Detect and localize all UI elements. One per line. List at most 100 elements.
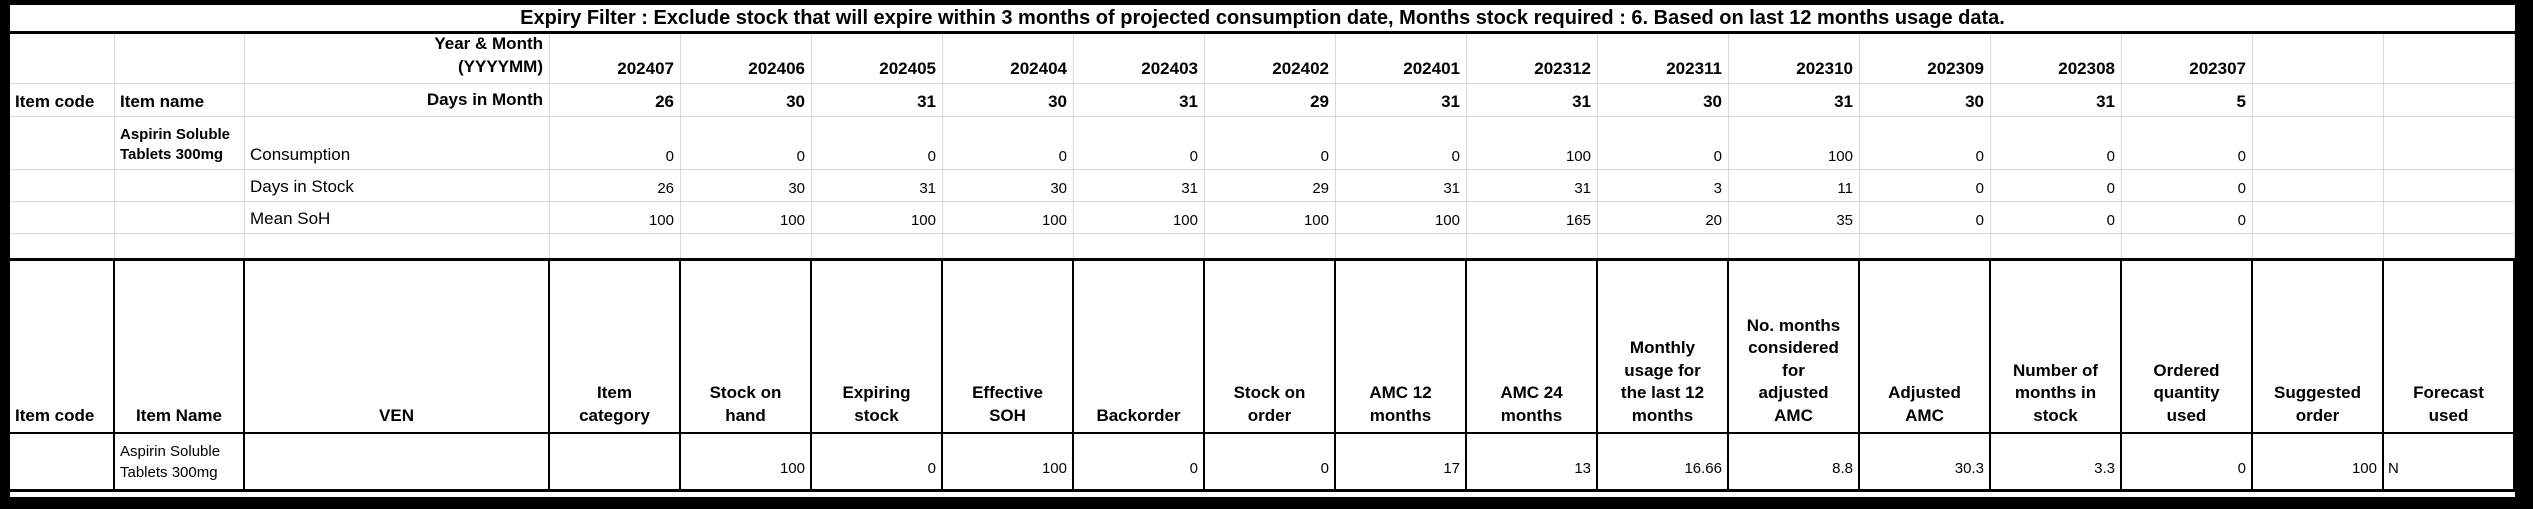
- consumption-value-cell: 0: [1336, 117, 1467, 170]
- days-in-month-cell: 31: [1991, 84, 2122, 117]
- summary-value-cell: [245, 434, 550, 489]
- empty-cell: [2253, 202, 2384, 234]
- month-header-cell: 202311: [1598, 34, 1729, 84]
- days-in-month-cell: 26: [550, 84, 681, 117]
- empty-cell: [10, 170, 115, 202]
- days-in-stock-value-cell: 26: [550, 170, 681, 202]
- days-in-stock-value-cell: 31: [1467, 170, 1598, 202]
- mean-soh-value-cell: 100: [681, 202, 812, 234]
- mean-soh-value-cell: 35: [1729, 202, 1860, 234]
- summary-header-cell: Number of months in stock: [1991, 261, 2122, 434]
- empty-cell: [10, 34, 115, 84]
- empty-cell: [115, 170, 245, 202]
- empty-cell: [1729, 234, 1860, 258]
- days-in-month-cell: 30: [943, 84, 1074, 117]
- days-in-month-label: Days in Month: [245, 84, 550, 117]
- days-in-month-cell: 31: [1467, 84, 1598, 117]
- days-in-month-cell: 31: [1729, 84, 1860, 117]
- days-in-stock-value-cell: 3: [1598, 170, 1729, 202]
- summary-value-cell: 100: [681, 434, 812, 489]
- empty-cell: [2384, 170, 2515, 202]
- mean-soh-value-cell: 165: [1467, 202, 1598, 234]
- empty-cell: [2384, 84, 2515, 117]
- summary-value-cell: 100: [943, 434, 1074, 489]
- mean-soh-value-cell: 0: [1991, 202, 2122, 234]
- empty-cell: [812, 234, 943, 258]
- summary-header-cell: Backorder: [1074, 261, 1205, 434]
- summary-value-cell: 17: [1336, 434, 1467, 489]
- days-in-stock-value-cell: 0: [1860, 170, 1991, 202]
- days-in-month-cell: 30: [681, 84, 812, 117]
- summary-header-cell: No. months considered for adjusted AMC: [1729, 261, 1860, 434]
- summary-value-cell: 0: [1074, 434, 1205, 489]
- summary-value-cell: 8.8: [1729, 434, 1860, 489]
- summary-header-cell: Ordered quantity used: [2122, 261, 2253, 434]
- report-title: Expiry Filter : Exclude stock that will …: [10, 5, 2515, 34]
- days-in-month-cell: 31: [1074, 84, 1205, 117]
- summary-value-cell: [10, 434, 115, 489]
- summary-header-cell: Effective SOH: [943, 261, 1074, 434]
- empty-cell: [943, 234, 1074, 258]
- empty-cell: [115, 234, 245, 258]
- month-header-cell: 202406: [681, 34, 812, 84]
- mean-soh-value-cell: 100: [1074, 202, 1205, 234]
- empty-cell: [10, 202, 115, 234]
- days-in-stock-value-cell: 11: [1729, 170, 1860, 202]
- summary-header-cell: Item code: [10, 261, 115, 434]
- days-in-month-cell: 29: [1205, 84, 1336, 117]
- summary-value-cell: 16.66: [1598, 434, 1729, 489]
- summary-value-cell: Aspirin Soluble Tablets 300mg: [115, 434, 245, 489]
- empty-cell: [2384, 234, 2515, 258]
- summary-value-cell: 0: [812, 434, 943, 489]
- summary-header-cell: AMC 12 months: [1336, 261, 1467, 434]
- consumption-value-cell: 0: [1074, 117, 1205, 170]
- days-in-stock-value-cell: 31: [812, 170, 943, 202]
- summary-header-cell: Stock on order: [1205, 261, 1336, 434]
- month-header-cell: 202405: [812, 34, 943, 84]
- consumption-value-cell: 0: [1860, 117, 1991, 170]
- days-in-month-cell: 31: [1336, 84, 1467, 117]
- days-in-month-cell: 31: [812, 84, 943, 117]
- empty-cell: [2122, 234, 2253, 258]
- consumption-value-cell: 0: [943, 117, 1074, 170]
- month-header-cell: 202310: [1729, 34, 1860, 84]
- summary-value-cell: 0: [1205, 434, 1336, 489]
- empty-cell: [2253, 117, 2384, 170]
- month-header-cell: 202403: [1074, 34, 1205, 84]
- empty-cell: [681, 234, 812, 258]
- consumption-value-cell: 0: [681, 117, 812, 170]
- summary-header-cell: Forecast used: [2384, 261, 2515, 434]
- month-header-cell: 202307: [2122, 34, 2253, 84]
- year-month-label: Year & Month (YYYYMM): [245, 34, 550, 84]
- summary-header-cell: Stock on hand: [681, 261, 812, 434]
- days-in-stock-value-cell: 30: [681, 170, 812, 202]
- mean-soh-value-cell: 20: [1598, 202, 1729, 234]
- summary-header-cell: AMC 24 months: [1467, 261, 1598, 434]
- month-header-cell: 202404: [943, 34, 1074, 84]
- mean-soh-value-cell: 0: [2122, 202, 2253, 234]
- mean-soh-label: Mean SoH: [245, 202, 550, 234]
- consumption-label: Consumption: [245, 117, 550, 170]
- summary-value-cell: 0: [2122, 434, 2253, 489]
- empty-cell: [1991, 234, 2122, 258]
- mean-soh-value-cell: 100: [812, 202, 943, 234]
- mean-soh-value-cell: 100: [943, 202, 1074, 234]
- empty-cell: [2384, 34, 2515, 84]
- empty-cell: [1598, 234, 1729, 258]
- stock-summary-table: Item code Item Name VEN Item category Stock …: [10, 258, 2515, 492]
- mean-soh-value-cell: 100: [1205, 202, 1336, 234]
- consumption-value-cell: 0: [812, 117, 943, 170]
- summary-header-cell: Item Name: [115, 261, 245, 434]
- empty-cell: [2253, 234, 2384, 258]
- consumption-value-cell: 0: [2122, 117, 2253, 170]
- empty-cell: [2253, 34, 2384, 84]
- consumption-value-cell: 100: [1729, 117, 1860, 170]
- days-in-month-cell: 30: [1860, 84, 1991, 117]
- consumption-value-cell: 100: [1467, 117, 1598, 170]
- days-in-stock-value-cell: 31: [1074, 170, 1205, 202]
- days-in-stock-value-cell: 0: [2122, 170, 2253, 202]
- item-code-cell: [10, 117, 115, 170]
- summary-header-cell: Adjusted AMC: [1860, 261, 1991, 434]
- empty-cell: [10, 234, 115, 258]
